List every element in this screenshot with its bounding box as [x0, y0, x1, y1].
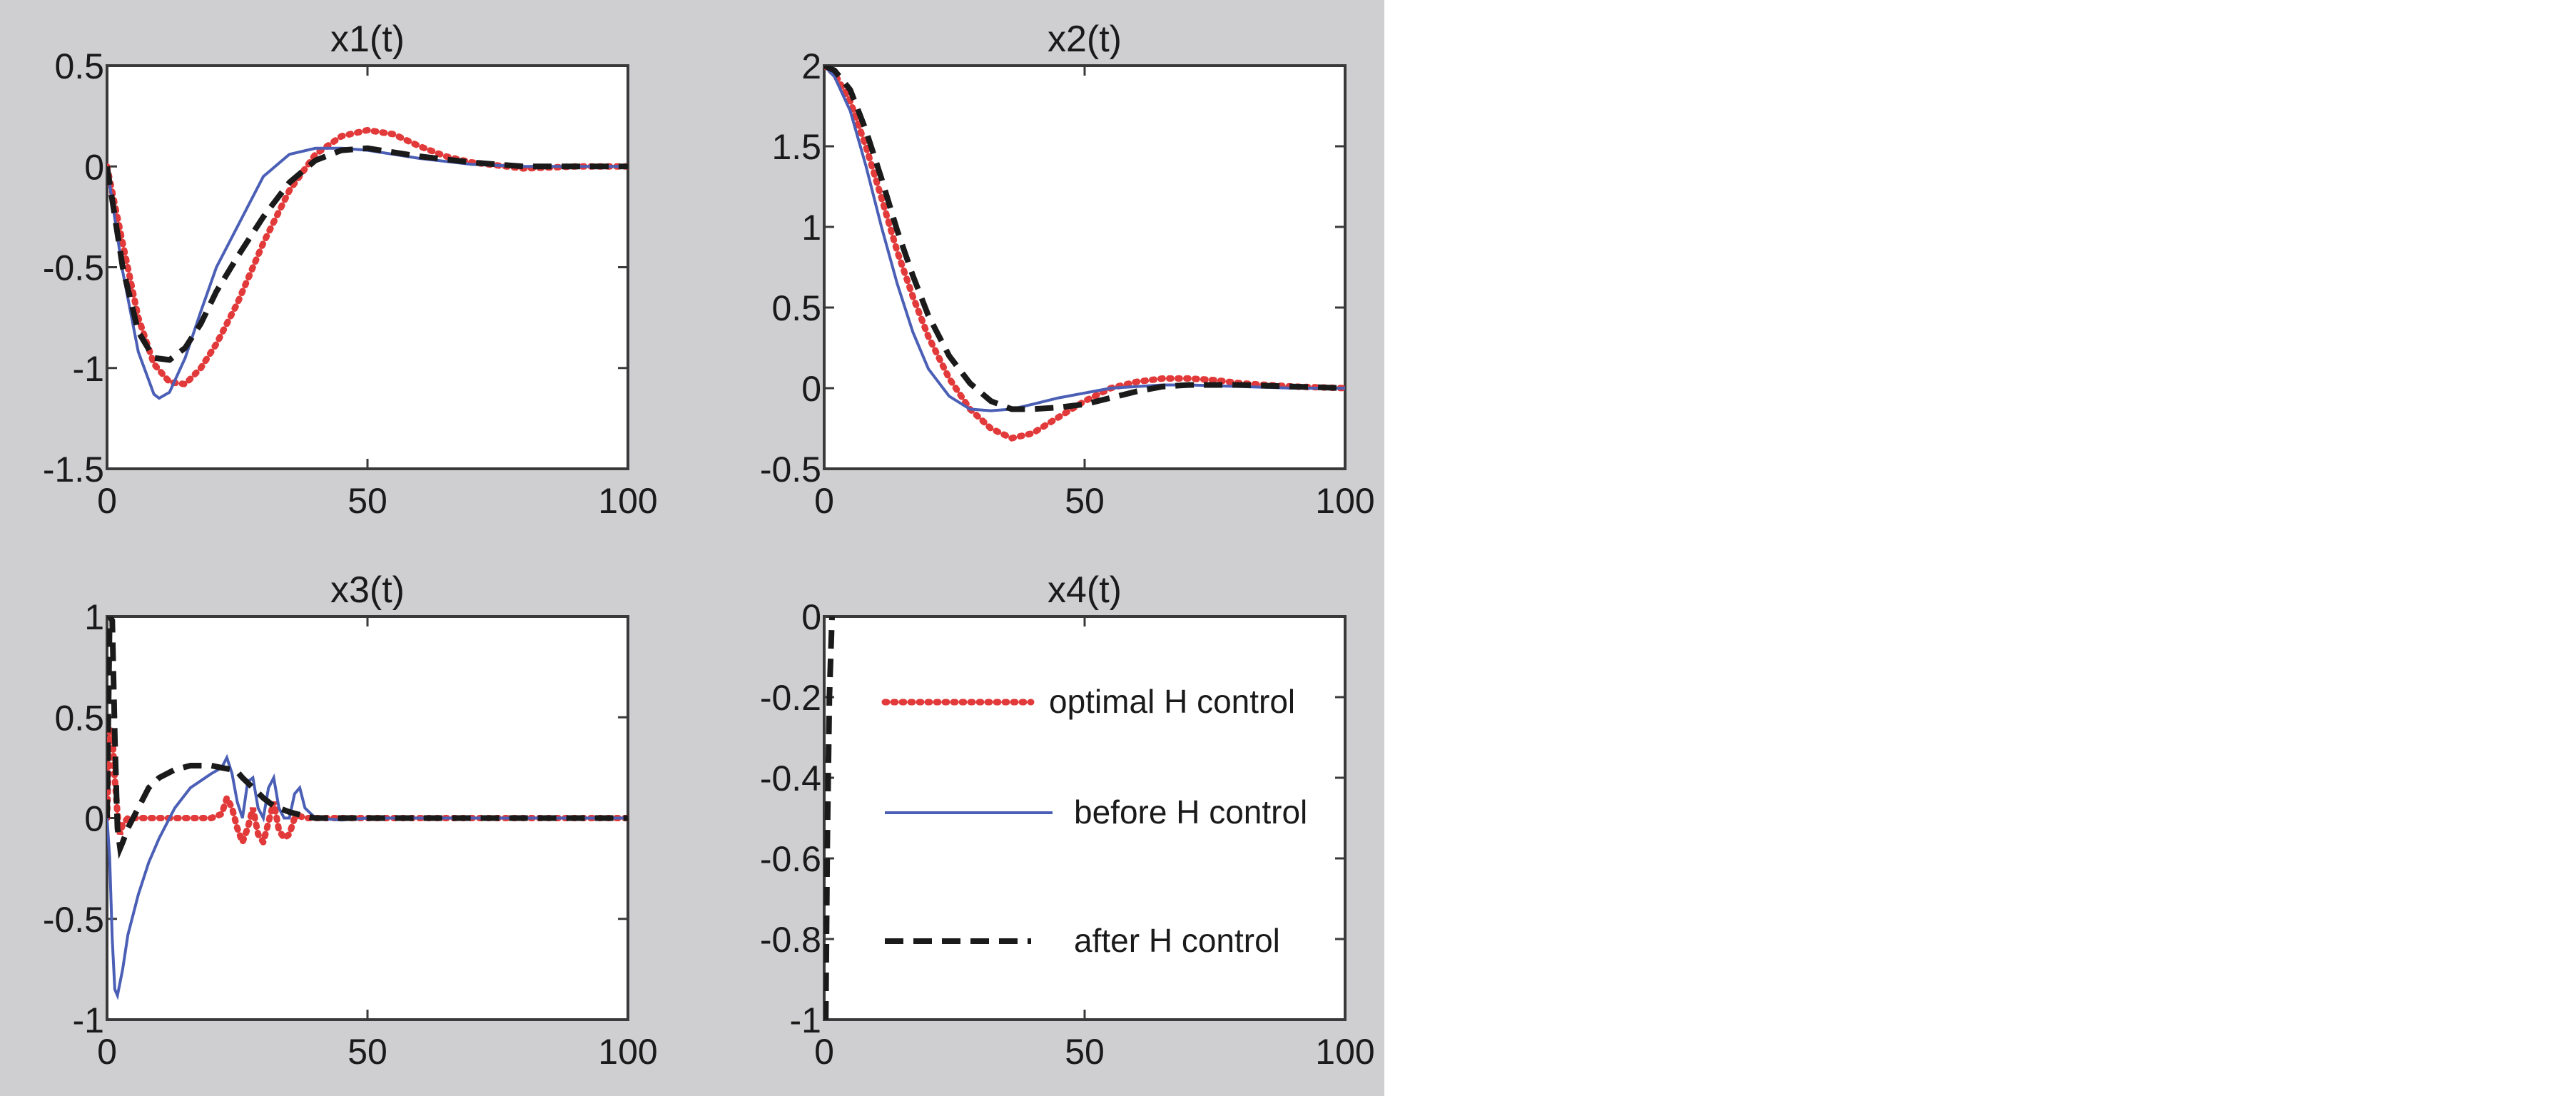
x-tick-label: 100 — [1315, 1032, 1374, 1072]
x-tick-label: 0 — [97, 1032, 117, 1072]
x-tick-label: 0 — [814, 1032, 834, 1072]
y-tick-label: -0.2 — [760, 678, 821, 718]
legend: optimal H control before H control after H… — [881, 683, 1307, 959]
y-tick-label: 0 — [801, 369, 821, 409]
legend-label-after: after H control — [1074, 922, 1280, 959]
y-tick-label: 0 — [84, 799, 104, 839]
x-tick-label: 50 — [348, 481, 387, 521]
subplot-title: x3(t) — [330, 569, 405, 611]
x-tick-label: 0 — [814, 481, 834, 521]
y-tick-label: 1.5 — [771, 127, 821, 167]
y-tick-label: -1 — [73, 1000, 104, 1040]
y-tick-label: -0.8 — [760, 920, 821, 960]
series-line-optimal — [824, 66, 1345, 442]
x-tick-label: 50 — [1065, 1032, 1105, 1072]
y-tick-label: -0.4 — [760, 758, 821, 798]
plot-area — [823, 615, 1347, 1021]
y-tick-label: 2 — [801, 46, 821, 86]
subplot-x4: x4(t) 0 50 100 0 -0.2 -0.4 -0.6 -0.8 -1 — [760, 569, 1375, 1072]
series-line-after — [107, 616, 628, 860]
plot-area — [106, 64, 629, 470]
subplot-title: x2(t) — [1048, 19, 1122, 60]
subplot-x1: x1(t) 0 50 100 0.5 0 -0.5 -1 -1.5 — [43, 19, 658, 521]
y-tick-label: -0.6 — [760, 839, 821, 879]
x-tick-label: 50 — [348, 1032, 387, 1072]
legend-label-before: before H control — [1074, 793, 1307, 831]
y-tick-label: 0.5 — [771, 288, 821, 328]
y-tick-label: -0.5 — [43, 900, 104, 940]
y-tick-label: 0.5 — [54, 698, 104, 738]
series-line-after — [824, 616, 835, 1020]
y-tick-label: 0 — [84, 147, 104, 187]
y-tick-label: -0.5 — [43, 248, 104, 288]
x-tick-label: 100 — [598, 481, 657, 521]
subplot-title: x1(t) — [330, 19, 405, 60]
subplot-title: x4(t) — [1048, 569, 1122, 611]
y-tick-label: 0 — [801, 597, 821, 637]
x-tick-label: 100 — [598, 1032, 657, 1072]
subplot-x3: x3(t) 0 50 100 1 0.5 0 -0.5 -1 — [43, 569, 658, 1072]
x-tick-label: 100 — [1315, 481, 1374, 521]
y-tick-label: 1 — [801, 208, 821, 248]
y-tick-label: -0.5 — [760, 450, 821, 489]
x-tick-label: 0 — [97, 481, 117, 521]
series-line-after — [824, 66, 1345, 412]
y-tick-label: -1 — [790, 1000, 821, 1040]
y-tick-label: -1 — [73, 349, 104, 389]
legend-label-optimal: optimal H control — [1049, 683, 1295, 720]
y-tick-label: -1.5 — [43, 450, 104, 489]
y-tick-label: 0.5 — [54, 46, 104, 86]
series-line-after — [107, 145, 628, 363]
x-tick-label: 50 — [1065, 481, 1105, 521]
y-tick-label: 1 — [84, 597, 104, 637]
